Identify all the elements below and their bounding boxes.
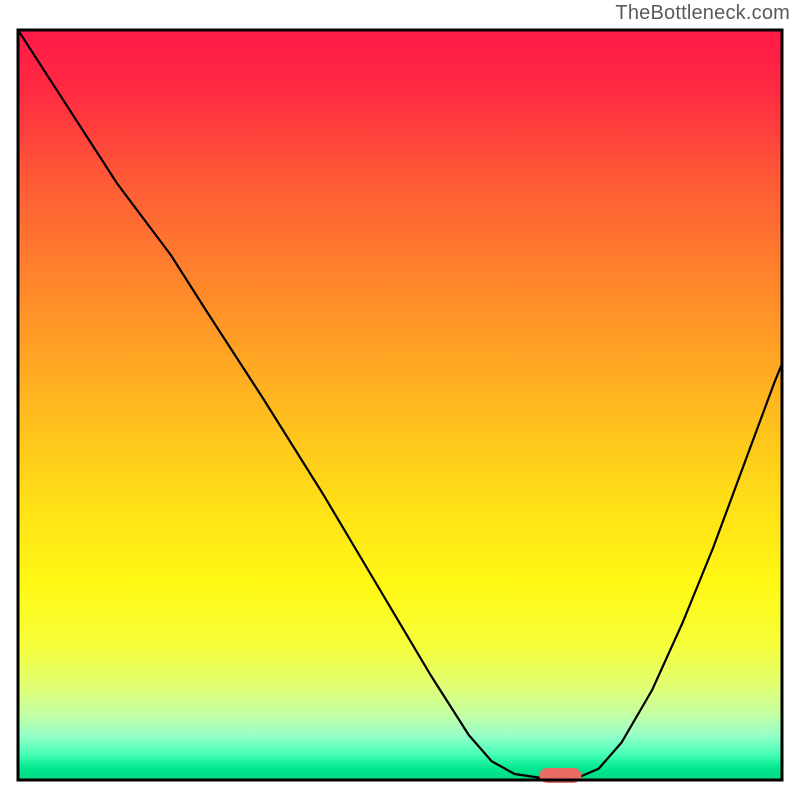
watermark-text: TheBottleneck.com <box>615 2 790 25</box>
heat-gradient <box>18 30 782 780</box>
bottleneck-chart <box>0 0 800 800</box>
chart-container: TheBottleneck.com <box>0 0 800 800</box>
